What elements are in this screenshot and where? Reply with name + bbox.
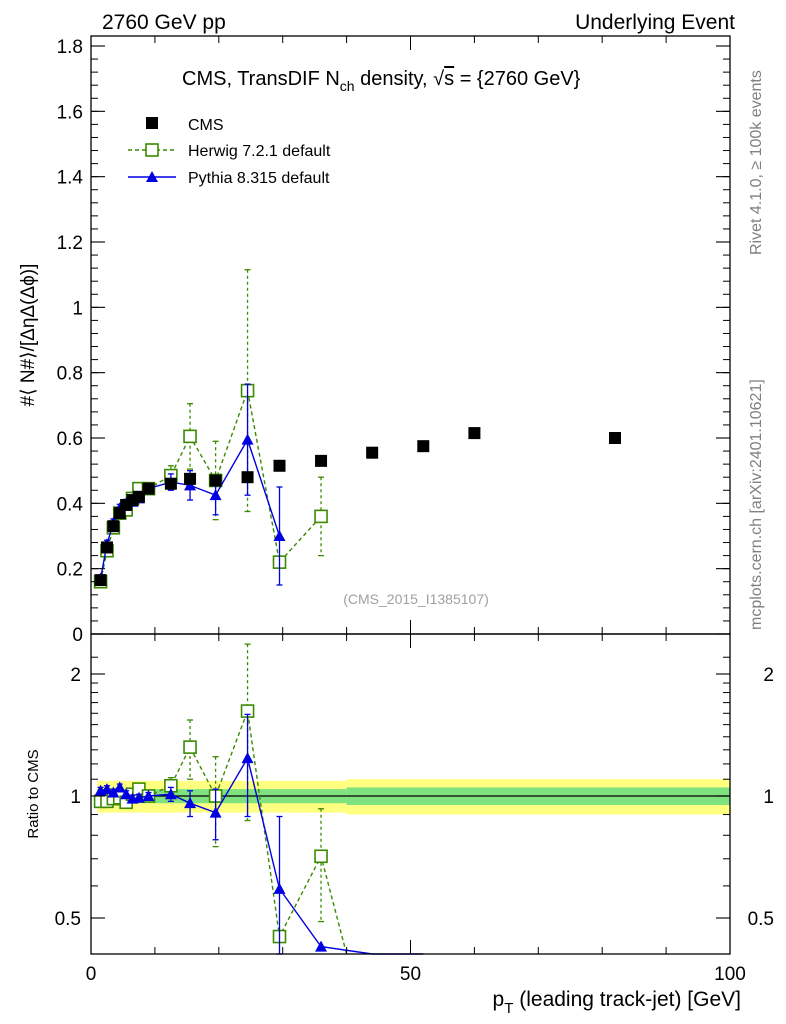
- main-y-tick-label: 0.8: [57, 364, 83, 385]
- x-axis-label: pT (leading track-jet) [GeV]: [493, 988, 741, 1017]
- main-cms-point: [113, 507, 126, 520]
- main-pythia-point: [273, 530, 286, 541]
- ratio-herwig-point: [314, 849, 328, 864]
- ratio-pythia-point: [273, 882, 286, 894]
- main-cms-point: [241, 471, 254, 484]
- main-cms-point: [608, 432, 621, 444]
- ratio-pythia-point: [184, 797, 197, 809]
- title-part-5: s: [444, 68, 454, 90]
- legend-pythia-marker: [146, 171, 158, 182]
- ratio-pythia-point: [100, 783, 113, 795]
- ratio-y-tick-label: 0.5: [55, 909, 81, 930]
- header-right: Underlying Event: [575, 11, 735, 34]
- title-part-2: ch: [340, 78, 355, 94]
- legend-pythia-label: Pythia 8.315 default: [188, 170, 330, 187]
- legend-cms-label: CMS: [188, 117, 224, 134]
- main-pythia-point: [209, 489, 222, 501]
- title-part-1: CMS, TransDIF N: [182, 68, 340, 90]
- ratio-herwig-line: [100, 710, 348, 955]
- main-cms-point: [94, 574, 107, 587]
- main-marks: [93, 269, 621, 589]
- main-cms-point: [468, 427, 481, 440]
- ratio-panel: 0.5 0.5 1 1 2 2 0 50 100 Ratio to CMS pT (leadi…: [25, 633, 774, 1017]
- main-y-tick-label: 1.6: [57, 102, 83, 123]
- main-frame: [90, 35, 731, 635]
- ratio-y-ticks: 0.5 0.5 1 1 2 2: [55, 656, 774, 930]
- main-cms-point: [107, 520, 120, 533]
- main-cms-point: [315, 454, 328, 467]
- main-y-tick-label: 1.4: [57, 168, 84, 189]
- ratio-pythia-point: [315, 940, 328, 952]
- main-y-tick-label: 1: [72, 298, 83, 319]
- ratio-pythia-point: [241, 752, 254, 764]
- title-part-3: density,: [355, 68, 434, 90]
- ratio-y-tick-label: 2: [70, 665, 81, 686]
- main-cms-point: [184, 472, 197, 485]
- main-cms-point: [209, 474, 222, 487]
- main-pythia-point: [184, 479, 197, 491]
- main-cms-point: [366, 446, 379, 459]
- main-x-ticks: [90, 36, 731, 634]
- ratio-y-tick-label: 1: [70, 787, 81, 808]
- analysis-watermark: (CMS_2015_I1385107): [343, 591, 489, 607]
- ratio-marks: [93, 643, 730, 955]
- main-y-tick-label: 1.2: [57, 233, 83, 254]
- ratio-y-tick-label-right: 2: [763, 665, 774, 686]
- main-y-tick-label: 1.8: [57, 37, 83, 58]
- legend-herwig-label: Herwig 7.2.1 default: [188, 143, 331, 160]
- title-part-6: = {2760 GeV}: [454, 68, 581, 90]
- main-pythia-point: [241, 433, 254, 445]
- main-cms-point: [273, 459, 286, 472]
- main-herwig-point: [314, 509, 328, 524]
- main-title: CMS, TransDIF Nch density, √s = {2760 Ge…: [182, 68, 581, 94]
- x-tick-label: 0: [86, 964, 97, 985]
- main-y-ticks: 0 0.2 0.4 0.6 0.8 1 1.2 1.4 1.6 1.8: [57, 37, 730, 646]
- main-panel: 0 0.2 0.4 0.6 0.8 1 1.2 1.4 1.6 1.8 CMS, TransDIF…: [18, 35, 731, 646]
- ratio-pythia-point: [142, 790, 155, 801]
- ratio-pythia-point: [107, 786, 120, 798]
- ratio-x-ticks: 0 50 100: [86, 634, 746, 985]
- main-y-tick-label: 0.4: [57, 494, 84, 515]
- ratio-y-tick-label-right: 0.5: [748, 909, 774, 930]
- main-cms-point: [142, 482, 155, 495]
- ratio-herwig-point: [183, 740, 197, 754]
- main-y-tick-label: 0.6: [57, 429, 83, 450]
- ratio-y-tick-label-right: 1: [763, 787, 774, 808]
- legend: CMS Herwig 7.2.1 default Pythia 8.315 de…: [128, 117, 331, 187]
- ratio-pythia-point: [209, 806, 222, 818]
- ratio-y-axis-label: Ratio to CMS: [25, 749, 42, 838]
- main-cms-point: [164, 477, 177, 490]
- x-axis-label-p: p: [493, 988, 505, 1011]
- main-cms-point: [417, 440, 430, 453]
- header-left: 2760 GeV pp: [102, 11, 226, 34]
- main-y-axis-label: #⟨ N#⟩/[ΔηΔ(Δϕ)]: [18, 264, 39, 407]
- main-cms-point: [100, 541, 113, 554]
- ratio-pythia-point: [120, 788, 133, 800]
- ratio-pythia-point: [164, 788, 177, 800]
- legend-herwig-marker: [145, 143, 159, 157]
- main-herwig-point: [183, 429, 197, 444]
- main-cms-point: [120, 498, 133, 511]
- ratio-pythia-point: [132, 791, 145, 803]
- rivet-label: Rivet 4.1.0, ≥ 100k events: [748, 70, 765, 255]
- title-part-4: √: [433, 68, 444, 90]
- x-axis-label-sub: T: [504, 1000, 513, 1017]
- x-tick-label: 50: [400, 964, 421, 985]
- x-axis-label-rest: (leading track-jet) [GeV]: [513, 988, 741, 1011]
- main-y-tick-label: 0: [72, 625, 83, 646]
- ratio-pythia-point: [113, 781, 126, 793]
- legend-cms-marker: [146, 117, 158, 129]
- x-tick-label: 100: [714, 964, 746, 985]
- main-y-tick-label: 0.2: [57, 560, 83, 581]
- mcplots-label: mcplots.cern.ch [arXiv:2401.10621]: [748, 379, 765, 630]
- main-cms-point: [132, 490, 145, 503]
